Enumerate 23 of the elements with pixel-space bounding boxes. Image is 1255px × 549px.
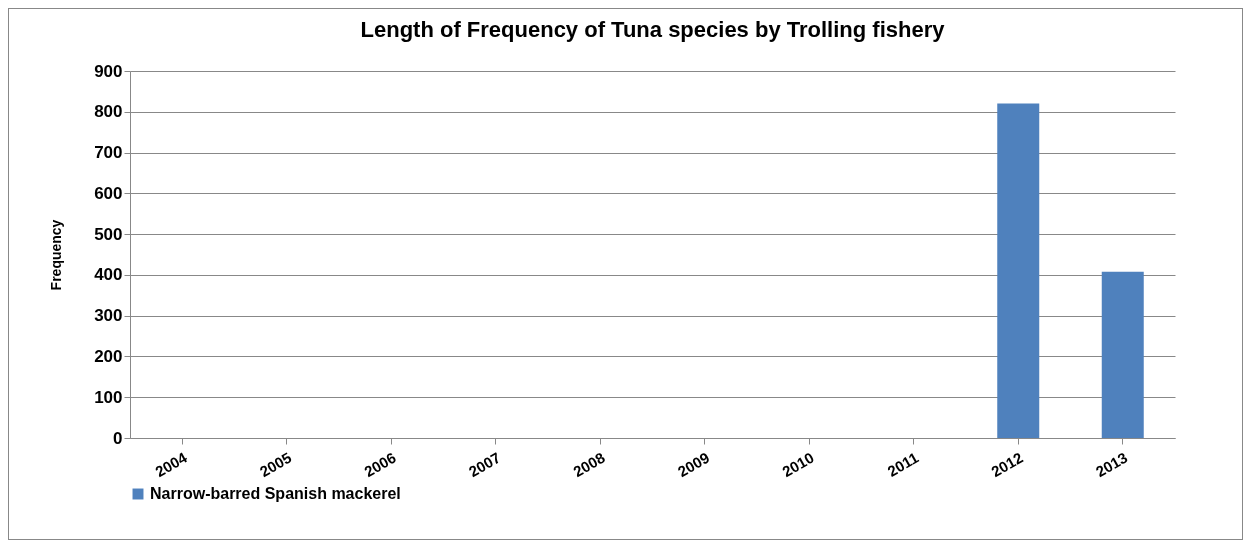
y-tick-label: 400 <box>94 265 123 285</box>
y-tick-label: 800 <box>94 102 123 122</box>
x-tick-label: 2004 <box>152 448 191 481</box>
x-tick-label: 2011 <box>884 448 922 480</box>
y-tick-label: 100 <box>94 387 123 407</box>
x-tick-label: 2009 <box>674 448 713 481</box>
x-tick-label: 2005 <box>256 448 295 481</box>
y-tick-label: 600 <box>94 183 123 203</box>
y-tick-label: 0 <box>113 428 123 448</box>
y-tick-label: 900 <box>94 61 123 81</box>
chart-title: Length of Frequency of Tuna species by Trolling fishery <box>360 17 946 42</box>
x-tick-label: 2013 <box>1092 448 1131 481</box>
x-tick-label: 2006 <box>361 448 399 481</box>
x-tick-label: 2007 <box>465 448 504 481</box>
y-tick-label: 700 <box>94 143 123 163</box>
x-tick-label: 2010 <box>779 448 817 481</box>
y-tick-label: 300 <box>94 306 123 326</box>
y-tick-label: 200 <box>94 346 123 366</box>
y-axis-title: Frequency <box>48 219 65 291</box>
legend-label: Narrow-barred Spanish mackerel <box>150 485 401 502</box>
x-tick-label: 2012 <box>988 448 1026 481</box>
y-tick-label: 500 <box>94 224 123 244</box>
x-tick-label: 2008 <box>570 448 608 481</box>
